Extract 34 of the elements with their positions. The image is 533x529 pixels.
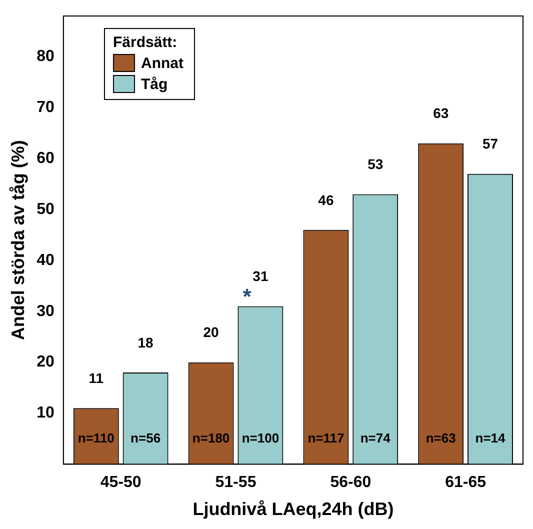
legend-title: Färdsätt: [113, 34, 178, 51]
annotation: n=110 [78, 430, 114, 446]
data-label: 18 [138, 334, 154, 350]
legend-label: Tåg [141, 76, 168, 92]
y-tick-label: 20 [36, 354, 54, 371]
y-tick-label: 60 [36, 150, 54, 168]
annotation: n=14 [475, 430, 506, 446]
data-label: 11 [88, 370, 104, 386]
annotation: n=74 [360, 430, 392, 446]
y-tick-label: 80 [36, 48, 54, 66]
y-tick-label: 70 [36, 99, 54, 116]
y-tick-label: 10 [36, 404, 54, 422]
data-label: 20 [203, 324, 220, 340]
data-label: 53 [368, 156, 384, 172]
y-tick-label: 30 [36, 302, 54, 320]
x-tick-label: 56-60 [330, 474, 372, 492]
y-axis-title: Andel störda av tåg (%) [8, 140, 28, 340]
data-label: 46 [318, 192, 334, 208]
annotation: n=63 [426, 430, 456, 446]
x-axis-title: Ljudnivå LAeq,24h (dB) [192, 499, 394, 520]
x-tick-label: 51-55 [215, 474, 256, 492]
annotation: * [242, 284, 252, 310]
annotation: n=56 [130, 430, 161, 446]
y-tick-label: 50 [36, 200, 54, 218]
x-tick-label: 45-50 [100, 474, 142, 492]
annotation: n=180 [192, 430, 230, 446]
data-label: 57 [482, 136, 498, 152]
data-label: 63 [433, 105, 449, 122]
data-label: 31 [252, 268, 268, 284]
x-tick-label: 61-65 [445, 474, 486, 492]
annotation: n=100 [242, 430, 280, 446]
legend-label: Annat [141, 54, 184, 72]
y-tick-label: 40 [36, 252, 54, 269]
annotation: n=117 [308, 430, 344, 446]
